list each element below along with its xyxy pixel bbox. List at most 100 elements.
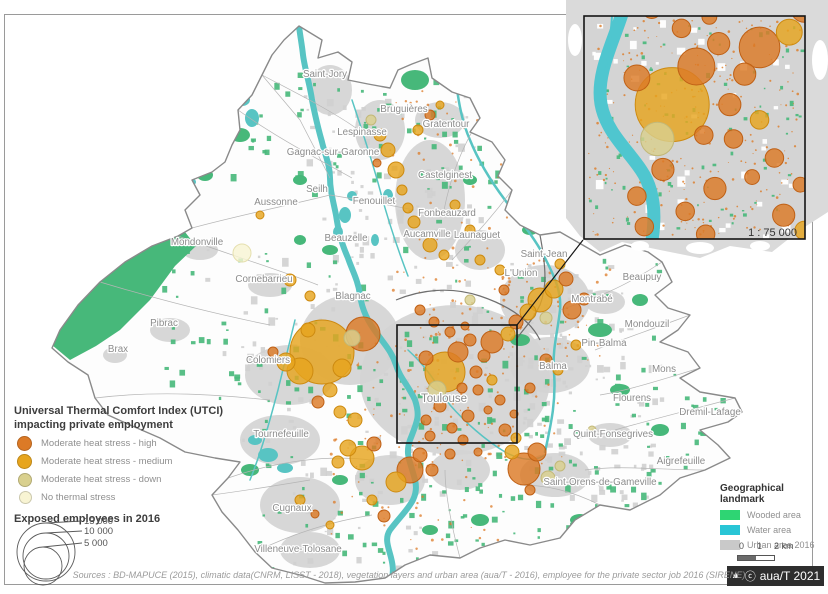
employment-symbol [322,382,338,398]
employment-symbol [366,436,382,452]
commune-label: Launaguet [454,230,501,241]
employment-symbol [425,463,439,477]
employment-symbol [464,224,476,236]
commune-label: Saint-Jory [303,69,347,80]
employment-symbol [407,215,421,229]
employment-symbol [365,114,377,126]
employment-symbol [385,471,407,493]
employment-symbol [414,304,426,316]
employment-symbol [310,509,320,519]
employment-symbol [418,350,434,366]
copyright-icon: ⓒ [744,571,756,583]
employment-symbol [347,412,363,428]
employment-symbol [464,294,476,306]
geo-item-label: Wooded area [747,509,801,520]
scale-tick-2: 2 km [774,541,794,551]
employment-symbol [472,384,484,396]
commune-label: Cugnaux [272,503,311,514]
commune-label: Colomiers [246,355,290,366]
employment-symbol [524,484,536,496]
legend-item-label: No thermal stress [41,492,116,503]
commune-label: Blagnac [335,291,371,302]
employment-symbol [412,124,424,136]
commune-label: Toulouse [421,393,467,405]
employment-symbol [554,460,566,472]
employment-symbol [524,382,536,394]
commune-label: Flourens [613,393,651,404]
scale-bar-graphic [737,555,775,561]
inset-frame [583,15,806,240]
wooded-area-swatch [720,509,740,520]
employment-symbol [504,444,520,460]
commune-label: Gratentour [423,119,471,130]
commune-label: Gagnac-sur-Garonne [287,147,380,158]
employment-symbols-layer [232,100,597,530]
inset-backdrop-gaps [568,24,828,254]
inset-scale-label: 1 : 75 000 [748,227,797,239]
inset-employment-symbol [623,64,651,92]
employment-symbol [494,264,506,276]
employment-symbol [527,442,547,462]
heat-high-swatch [17,436,32,451]
employment-symbol [444,448,456,460]
legend-item-label: Moderate heat stress - high [41,438,157,449]
inset-employment-symbol [718,93,742,117]
size-label-5000: 5 000 [84,538,108,549]
inset-employment-symbol [744,169,761,185]
legend-item-down: Moderate heat stress - down [14,472,254,487]
urban-area-swatch [720,539,740,550]
employment-symbol [577,292,591,306]
inset-employment-symbol [792,16,805,23]
inset-employment-symbol [764,148,785,168]
commune-label: Villeneuve-Tolosane [254,544,342,555]
legend-title-line2: impacting private employment [14,419,173,431]
employment-symbol [380,142,396,158]
employment-symbol [498,284,510,296]
inset-employment-symbol [675,201,695,222]
inset-employment-symbol [723,129,744,149]
employment-symbol [539,353,553,367]
commune-label: Pibrac [150,318,178,329]
credit-box: ▲ ⓒ aua/T 2021 [727,566,824,586]
geo-item-label: Water area [747,524,792,535]
inset-employment-symbol [671,18,692,39]
sources-note: Sources : BD-MAPUCE (2015), climatic dat… [72,570,746,580]
employment-symbol [562,300,582,320]
inset-employment-symbol [733,62,757,86]
employment-symbol [412,447,428,463]
inset-employment-symbol [794,220,805,239]
employment-symbol [420,414,432,426]
inset-employment-symbol [651,157,675,182]
inset-employment-symbols [623,16,805,239]
commune-label: Montrabé [571,294,613,305]
employment-symbol [473,447,483,457]
inset-employment-symbol [694,125,714,145]
legend-item-high: Moderate heat stress - high [14,436,254,451]
employment-symbol [435,100,445,110]
commune-label: Pin-Balma [581,338,627,349]
commune-label: Beauzelle [324,233,368,244]
scale-tick-1: 1 [757,541,763,551]
legend-item-medium: Moderate heat stress - medium [14,454,254,469]
geo-item-label: Urban area 2016 [747,539,815,550]
water-area-swatch [720,524,740,535]
employment-symbol [267,346,279,358]
commune-label: Cornebarrieu [235,274,292,285]
employment-symbol [424,430,436,442]
commune-label: Seilh [306,184,328,195]
commune-label: Saint-Jean [521,249,568,260]
commune-label: Dremil-Lafage [679,407,741,418]
employment-symbol [387,161,405,179]
north-triangle-icon: ▲ [730,570,741,581]
employment-symbol [304,290,316,302]
employment-symbol [539,311,553,325]
legend-utci: Universal Thermal Comfort Index (UTCI) i… [14,404,254,525]
employment-symbol [438,249,450,261]
employment-symbol [500,326,516,342]
inset-extent-rectangle [396,324,518,444]
geo-legend-title: Geographical landmark [720,483,784,505]
employment-symbol [311,395,325,409]
inset-leader-line [516,239,584,326]
